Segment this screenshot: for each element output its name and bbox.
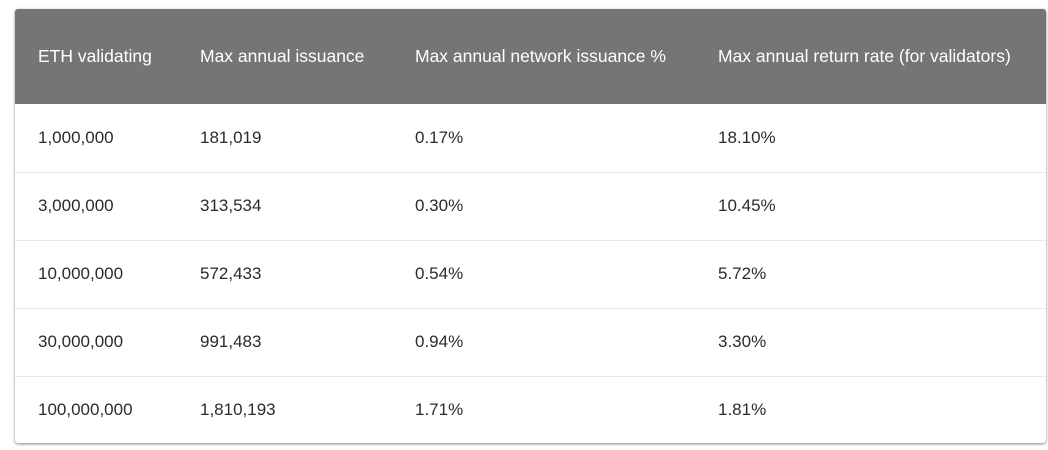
cell-eth-validating: 100,000,000 — [38, 400, 133, 420]
cell-return-rate: 5.72% — [718, 264, 767, 283]
cell-eth-validating: 30,000,000 — [38, 332, 124, 351]
cell-return-rate: 10.45% — [718, 196, 776, 215]
table-row: 10,000,000 572,433 0.54% 5.72% — [15, 240, 1046, 308]
cell-max-annual-issuance: 572,433 — [200, 264, 262, 283]
cell-max-annual-issuance: 991,483 — [200, 332, 262, 351]
cell-network-issuance-pct: 1.71% — [415, 400, 464, 420]
issuance-table: ETH validating Max annual issuance Max a… — [15, 9, 1046, 443]
cell-network-issuance-pct: 0.30% — [415, 196, 464, 215]
cell-network-issuance-pct: 0.54% — [415, 264, 464, 283]
cell-max-annual-issuance: 181,019 — [200, 127, 262, 147]
cell-eth-validating: 1,000,000 — [38, 127, 114, 147]
cell-network-issuance-pct: 0.17% — [415, 127, 464, 147]
cell-return-rate: 18.10% — [718, 127, 776, 147]
cell-return-rate: 1.81% — [718, 400, 767, 420]
cell-eth-validating: 3,000,000 — [38, 196, 114, 215]
cell-return-rate: 3.30% — [718, 332, 767, 351]
cell-eth-validating: 10,000,000 — [38, 264, 124, 283]
table-row: 100,000,000 1,810,193 1.71% 1.81% — [15, 376, 1046, 443]
issuance-table-card: ETH validating Max annual issuance Max a… — [15, 9, 1046, 443]
header-max-network-issuance-pct: Max annual network issuance % — [415, 46, 666, 66]
cell-max-annual-issuance: 313,534 — [200, 196, 262, 215]
cell-network-issuance-pct: 0.94% — [415, 332, 464, 351]
cell-max-annual-issuance: 1,810,193 — [200, 400, 276, 420]
table-header: ETH validating Max annual issuance Max a… — [15, 9, 1046, 104]
table-body: 1,000,000 181,019 0.17% 18.10% 3,000,000… — [15, 104, 1046, 443]
header-row: ETH validating Max annual issuance Max a… — [15, 9, 1046, 104]
header-eth-validating: ETH validating — [38, 46, 152, 66]
table-row: 3,000,000 313,534 0.30% 10.45% — [15, 172, 1046, 240]
table-row: 30,000,000 991,483 0.94% 3.30% — [15, 308, 1046, 376]
header-max-annual-issuance: Max annual issuance — [200, 46, 365, 66]
header-max-return-rate: Max annual return rate (for validators) — [718, 46, 1011, 66]
table-row: 1,000,000 181,019 0.17% 18.10% — [15, 104, 1046, 172]
